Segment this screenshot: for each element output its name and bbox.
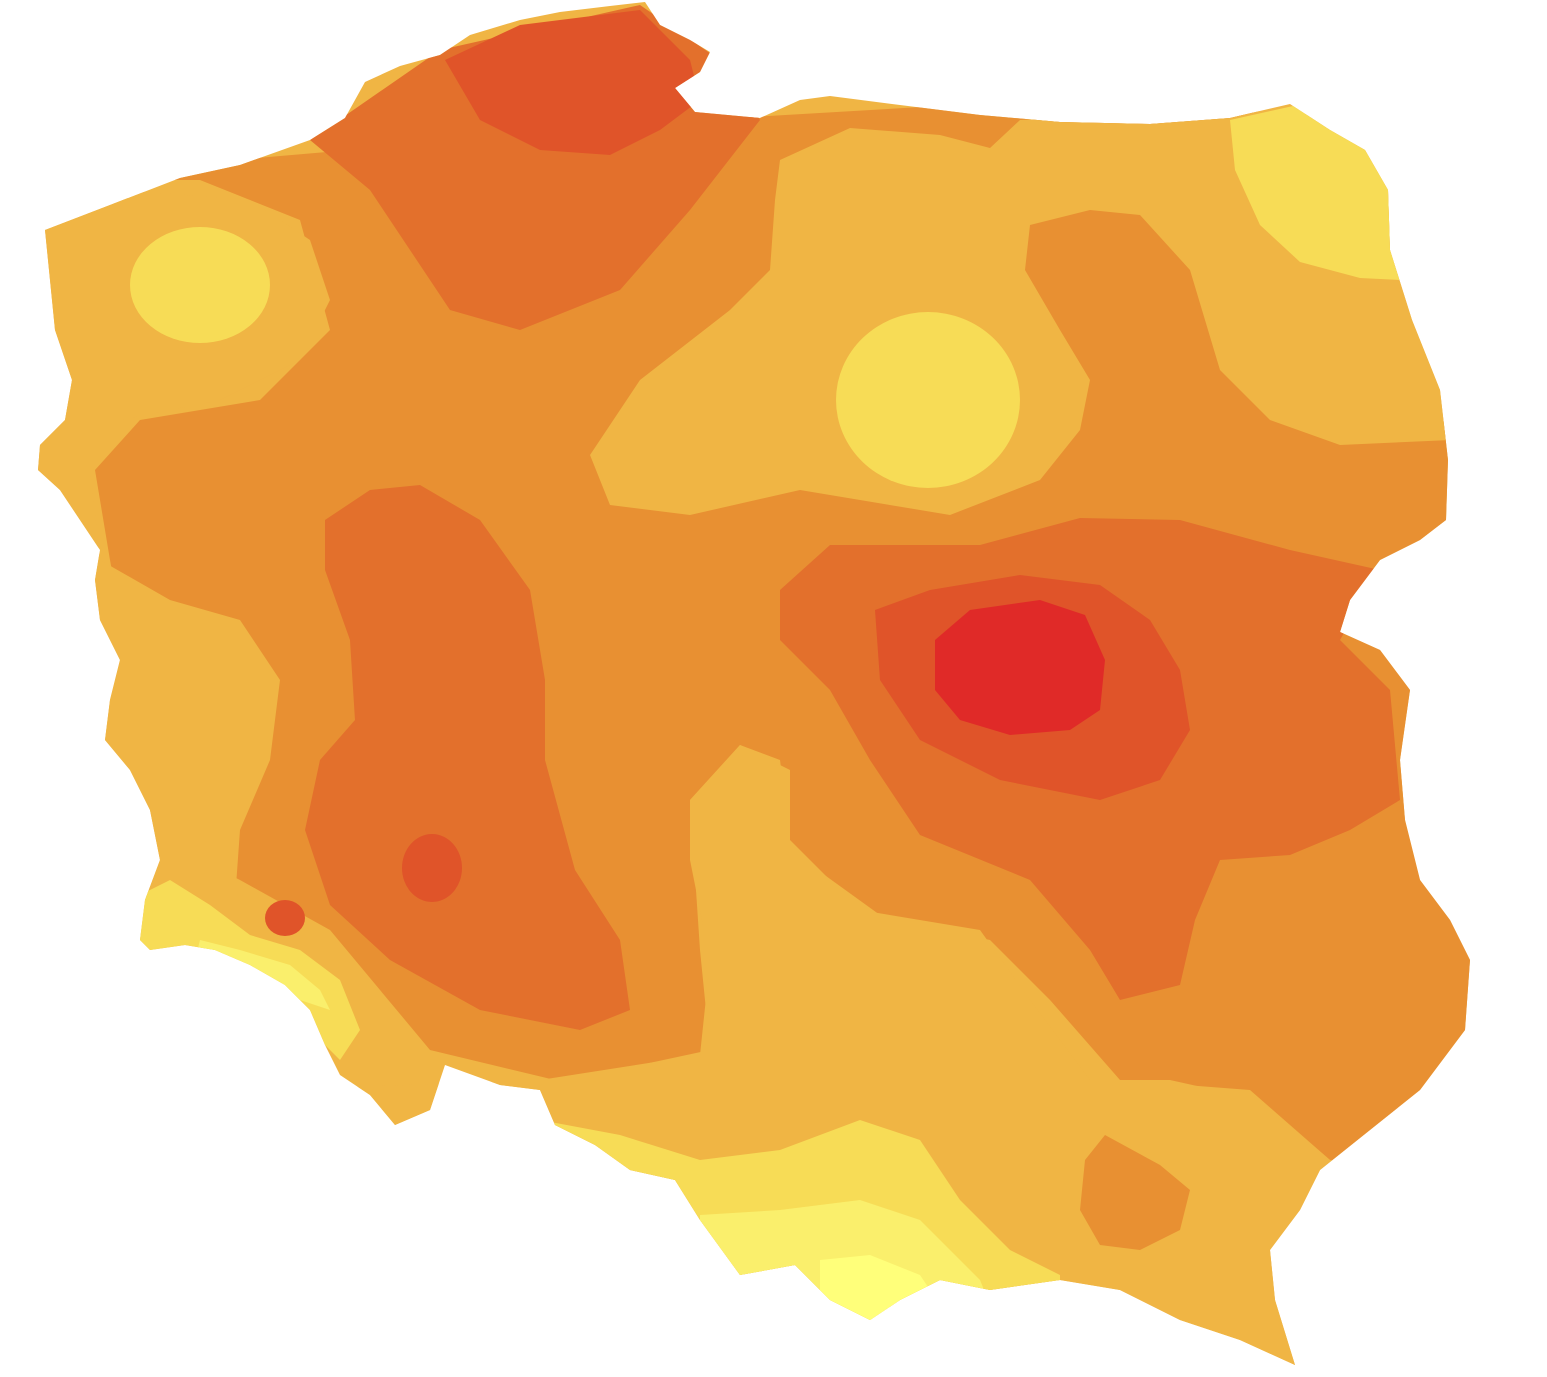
contour-region-north-central-low-spot [836,312,1020,488]
contour-region-north-central-band [590,110,1450,515]
contour-region-gdansk-high [445,10,700,155]
contour-region-north-west-low-spot [130,227,270,343]
contour-region-west-spot [402,834,462,902]
contour-region-central-east-peak [935,600,1105,735]
contour-region-south-west-spot [265,900,305,936]
contour-region-west-central [305,485,630,1030]
contour-region-south-east-spot [1080,1135,1190,1250]
